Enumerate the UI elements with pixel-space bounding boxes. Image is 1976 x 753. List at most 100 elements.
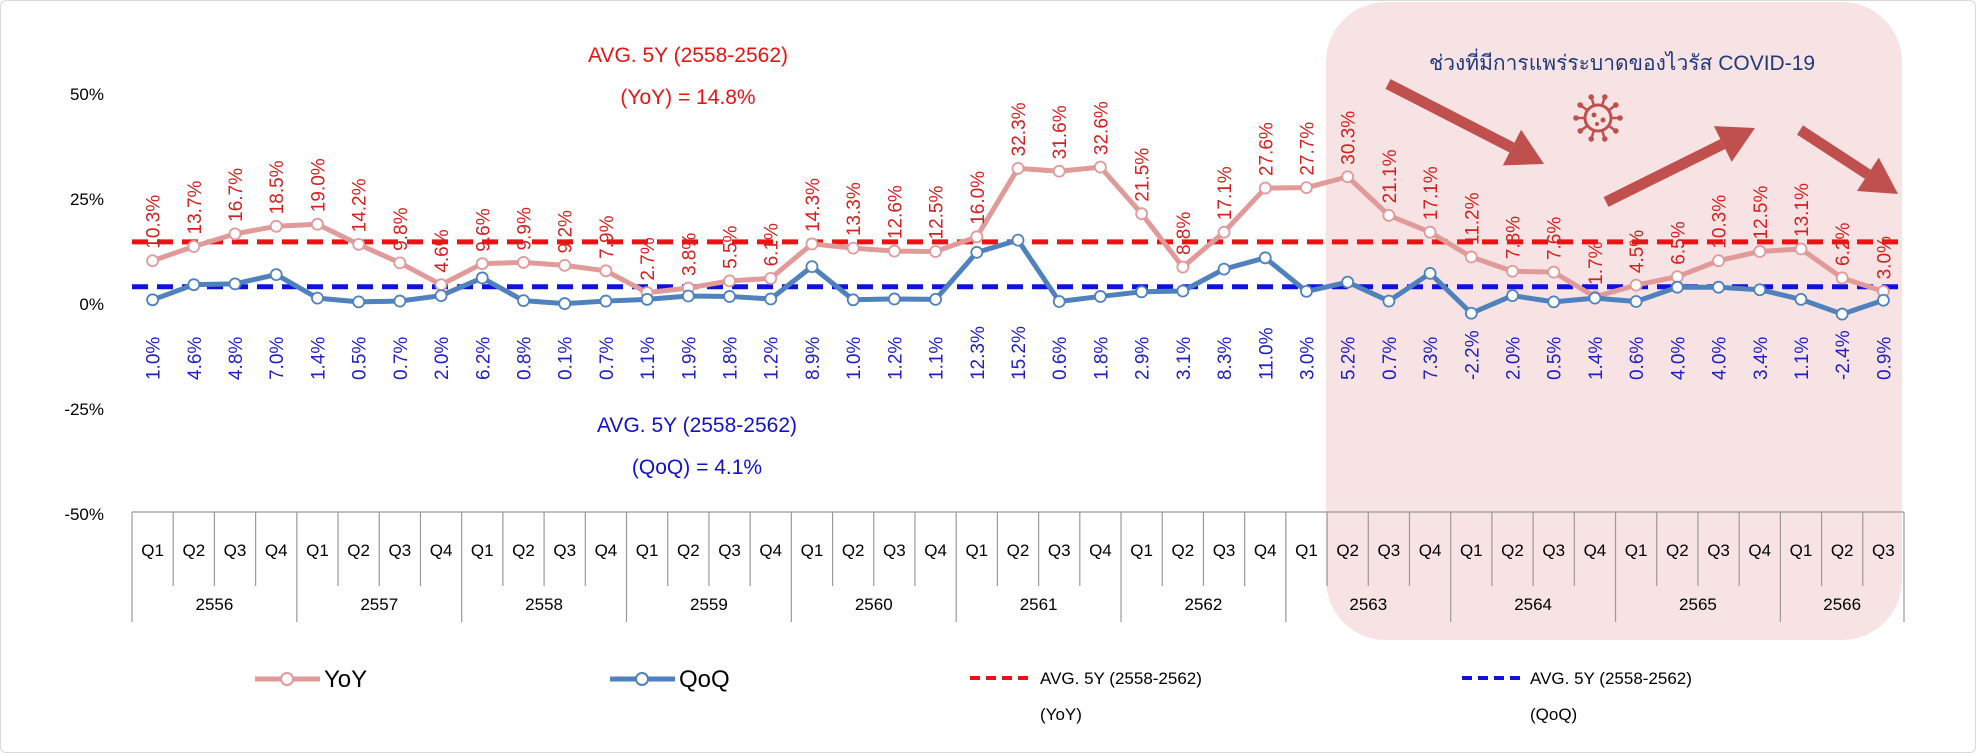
yoy-data-label: 7.9% (597, 215, 618, 258)
up-trend-arrow-head (1713, 126, 1755, 162)
qoq-data-label: 8.9% (803, 337, 824, 380)
virus-dot (1595, 122, 1599, 126)
yoy-data-label: 13.3% (844, 182, 865, 236)
qoq-data-label: 3.4% (1751, 337, 1772, 380)
yoy-data-label: 14.3% (803, 178, 824, 232)
yoy-point (1341, 170, 1355, 184)
virus-body (1583, 103, 1613, 133)
qoq-data-label: 1.1% (927, 337, 948, 380)
virus-spike-tip (1588, 94, 1595, 100)
qoq-point (1176, 284, 1190, 298)
yoy-point (1670, 270, 1684, 284)
qoq-point (970, 245, 984, 259)
avg-qoq-annotation-line1: AVG. 5Y (2558-2562) (597, 414, 797, 437)
quarter-tick-label: Q4 (924, 541, 947, 560)
covid-period-highlight (1326, 2, 1902, 640)
quarter-tick-label: Q3 (1378, 541, 1401, 560)
yoy-point (1753, 245, 1767, 258)
yoy-point (599, 264, 613, 278)
trend-arrows (1385, 79, 1898, 207)
yoy-point (1300, 181, 1313, 195)
year-tick-label: 2558 (525, 595, 563, 614)
qoq-point (723, 290, 736, 303)
qoq-point (1876, 293, 1890, 307)
virus-spike-tip (1612, 102, 1619, 108)
legend-yoy-label: YoY (324, 666, 367, 693)
quarter-tick-label: Q1 (1295, 541, 1318, 560)
quarter-tick-label: Q3 (389, 541, 412, 560)
yoy-point (1052, 164, 1066, 178)
yoy-point (187, 240, 201, 253)
yoy-data-label: 6.5% (1668, 221, 1689, 264)
quarter-tick-label: Q1 (636, 541, 659, 560)
qoq-point (1794, 292, 1808, 306)
legend-qoq-marker (635, 672, 649, 686)
qoq-data-label: 8.3% (1215, 337, 1236, 380)
qoq-point (1052, 295, 1066, 308)
quarter-tick-label: Q3 (883, 541, 906, 560)
qoq-point (1506, 289, 1519, 303)
qoq-data-label: 15.2% (1009, 326, 1030, 380)
yoy-point (1094, 160, 1107, 174)
yoy-point (970, 230, 984, 244)
qoq-point (1629, 295, 1643, 308)
quarter-tick-label: Q2 (182, 541, 205, 560)
qoq-point (1753, 283, 1767, 297)
qoq-point (1547, 295, 1561, 309)
year-tick-label: 2556 (196, 595, 234, 614)
quarter-tick-label: Q3 (1213, 541, 1236, 560)
quarter-tick-label: Q1 (471, 541, 494, 560)
qoq-point (475, 271, 489, 285)
quarter-tick-label: Q4 (595, 541, 618, 560)
virus-dot (1600, 117, 1606, 123)
qoq-data-label: 1.0% (844, 337, 865, 380)
yoy-data-label: 17.1% (1421, 166, 1442, 220)
quarter-tick-label: Q2 (1666, 541, 1689, 560)
yoy-data-label: 9.9% (514, 207, 535, 250)
yoy-data-label: 21.5% (1133, 148, 1154, 202)
quarter-tick-label: Q4 (1584, 541, 1607, 560)
virus-spike-tip (1601, 94, 1608, 100)
year-tick-label: 2560 (855, 595, 893, 614)
yoy-point (1506, 264, 1519, 278)
quarter-tick-label: Q1 (1130, 541, 1153, 560)
yoy-data-label: 31.6% (1050, 105, 1071, 159)
yoy-data-label: 3.0% (1874, 236, 1895, 279)
qoq-data-label: 4.6% (185, 337, 206, 380)
virus-spike-tip (1612, 128, 1619, 134)
qoq-point (1464, 306, 1478, 320)
avg-yoy-annotation-line1: AVG. 5Y (2558-2562) (588, 44, 788, 67)
qoq-data-label: 1.4% (308, 337, 329, 380)
qoq-data-label: 4.0% (1668, 337, 1689, 380)
yoy-data-label: 9.2% (556, 210, 577, 253)
qoq-data-label: 1.8% (721, 337, 742, 380)
yoy-point (1258, 181, 1272, 195)
year-tick-label: 2559 (690, 595, 728, 614)
qoq-data-label: 7.3% (1421, 337, 1442, 380)
qoq-data-label: 1.4% (1586, 337, 1607, 380)
qoq-point (599, 294, 613, 308)
yoy-point (1135, 207, 1149, 221)
qoq-data-label: 2.0% (432, 337, 453, 380)
yoy-data-label: 7.6% (1545, 217, 1566, 260)
legend-avg-qoq-label-line1: AVG. 5Y (2558-2562) (1530, 669, 1692, 688)
quarter-tick-label: Q4 (1419, 541, 1442, 560)
qoq-point (352, 295, 366, 309)
yoy-data-label: 12.5% (927, 186, 948, 240)
qoq-data-label: 4.0% (1710, 337, 1731, 380)
qoq-point (681, 289, 695, 303)
yoy-data-label: 1.7% (1586, 241, 1607, 284)
yoy-point (1629, 278, 1643, 292)
qoq-data-label: 0.5% (1545, 337, 1566, 380)
avg-qoq-annotation-line2: (QoQ) = 4.1% (632, 456, 762, 479)
yoy-point (393, 256, 407, 270)
qoq-data-label: -2.2% (1462, 330, 1483, 380)
yoy-point (558, 258, 572, 272)
yoy-point (146, 254, 160, 268)
qoq-point (640, 292, 654, 306)
quarter-tick-label: Q1 (1790, 541, 1813, 560)
qoq-data-label: 2.0% (1504, 337, 1525, 380)
year-tick-label: 2562 (1185, 595, 1223, 614)
yoy-data-label: 6.2% (1833, 223, 1854, 266)
